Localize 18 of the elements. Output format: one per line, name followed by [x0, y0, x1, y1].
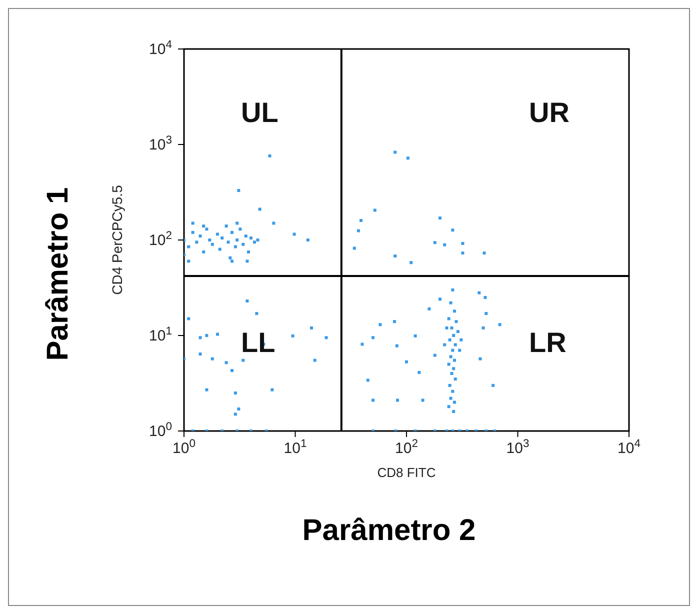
y-tick-label: 10$^{4}$	[149, 39, 172, 58]
y-tick-label: 10$^{2}$	[149, 230, 172, 249]
x-axis-title: CD8 FITC	[377, 465, 436, 480]
x-tick-label: 10$^{4}$	[618, 438, 640, 457]
y-axis-title: CD4 PerCPCy5.5	[108, 184, 125, 295]
annotation: LR	[529, 327, 566, 359]
x-tick-label: 10$^{2}$	[395, 438, 418, 457]
y-tick-label: 10$^{3}$	[149, 134, 172, 154]
y-tick-label: 10$^{1}$	[149, 326, 172, 344]
y-tick-label: 10$^{0}$	[149, 421, 172, 440]
annotation: LL	[241, 327, 276, 359]
text: Parâmetro 1	[42, 187, 76, 361]
x-tick-label: 10$^{1}$	[284, 438, 307, 457]
x-tick-label: 10$^{0}$	[172, 438, 196, 457]
annotation: UR	[529, 97, 570, 129]
text: Parâmetro 2	[301, 514, 477, 548]
x-tick-label: 10$^{3}$	[506, 438, 530, 457]
annotation: UL	[241, 97, 278, 129]
